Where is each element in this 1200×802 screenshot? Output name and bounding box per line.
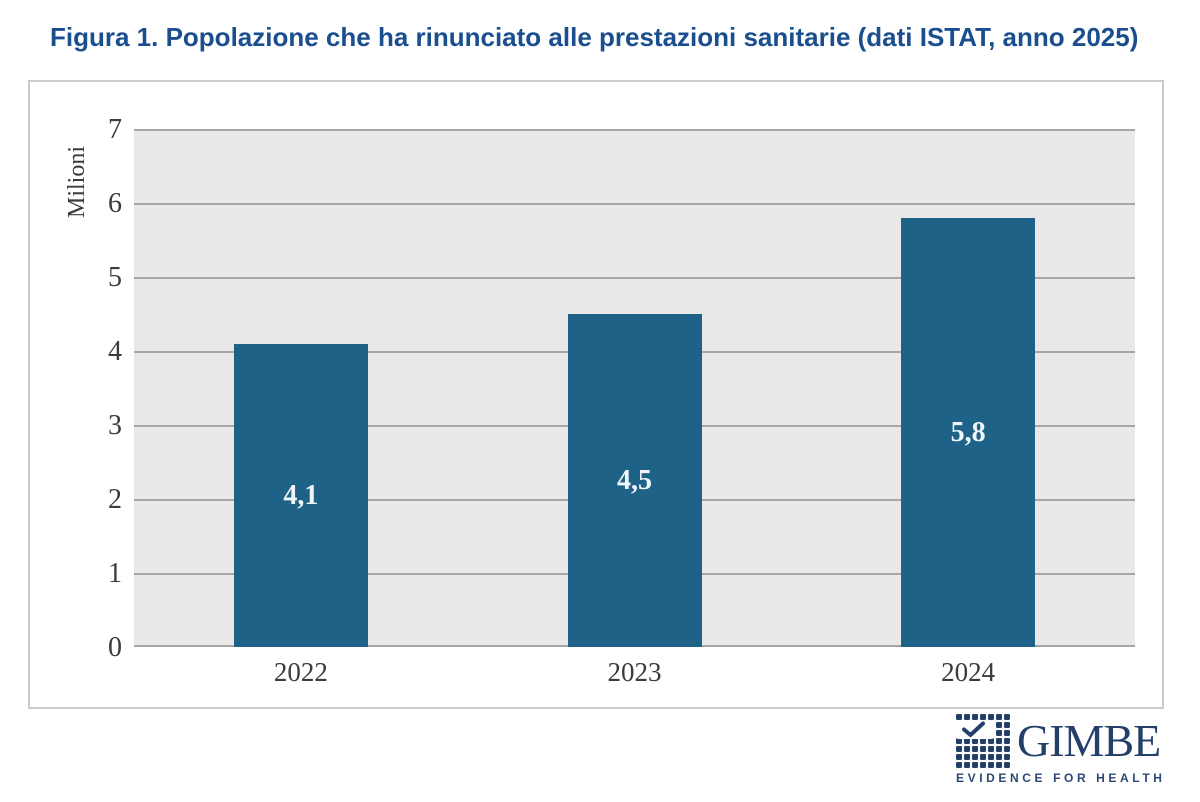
gimbe-logo-tagline: EVIDENCE FOR HEALTH: [956, 771, 1166, 785]
bar-value-label-2022: 4,1: [283, 479, 319, 511]
x-tick-label-2024: 2024: [941, 657, 996, 687]
bar-2022: 4,1: [233, 344, 368, 647]
y-tick-label-2: 2: [108, 484, 122, 515]
gridline-y-6: [134, 203, 1135, 205]
figure-title: Figura 1. Popolazione che ha rinunciato …: [50, 22, 1139, 52]
y-tick-label-4: 4: [108, 336, 122, 367]
bar-value-label-2024: 5,8: [950, 416, 986, 448]
bar-2023: 4,5: [567, 314, 702, 647]
gimbe-logo-icon: [956, 714, 1010, 768]
gridline-y-7: [134, 129, 1135, 131]
x-tick-label-2022: 2022: [273, 657, 328, 687]
x-tick-label-2023: 2023: [607, 657, 662, 687]
gimbe-logo-text: GIMBE: [1017, 715, 1161, 766]
gimbe-logo-row: GIMBE: [956, 714, 1162, 768]
y-tick-label-6: 6: [108, 188, 122, 219]
y-tick-label-7: 7: [108, 114, 122, 145]
gridline-y-5: [134, 277, 1135, 279]
y-tick-label-1: 1: [108, 558, 122, 589]
y-tick-label-5: 5: [108, 262, 122, 293]
y-tick-label-3: 3: [108, 410, 122, 441]
y-tick-label-0: 0: [108, 632, 122, 663]
plot-area: 4,1 4,5 5,8: [134, 129, 1135, 647]
bar-2024: 5,8: [901, 218, 1036, 647]
bar-value-label-2023: 4,5: [617, 464, 652, 496]
gimbe-logo: GIMBE EVIDENCE FOR HEALTH: [956, 714, 1162, 785]
y-axis-ticks: 0 1 2 3 4 5 6 7: [30, 115, 122, 663]
